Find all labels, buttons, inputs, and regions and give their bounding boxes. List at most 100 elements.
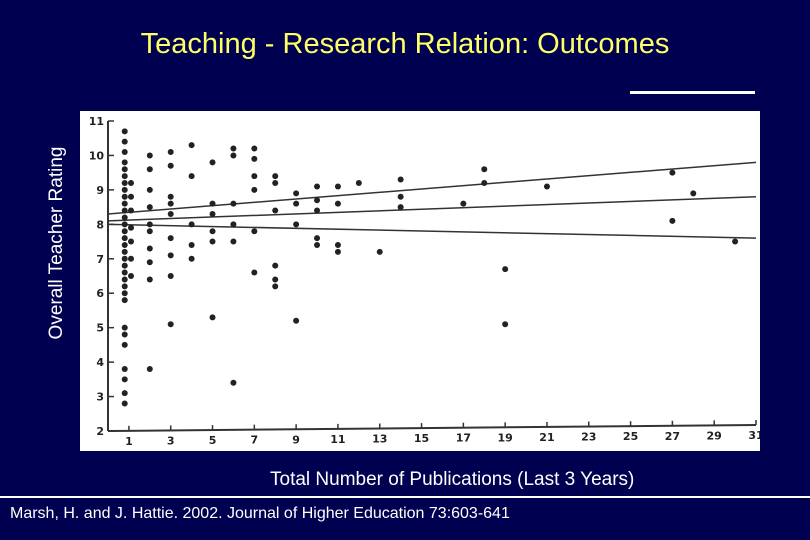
- data-point: [146, 245, 153, 252]
- data-point: [121, 138, 128, 145]
- data-point: [230, 221, 237, 228]
- data-point: [167, 252, 174, 259]
- data-point: [121, 207, 128, 214]
- data-point: [272, 283, 279, 290]
- data-point: [121, 276, 128, 283]
- data-point: [121, 186, 128, 193]
- data-point: [209, 228, 216, 235]
- data-point: [230, 145, 237, 152]
- data-point: [188, 173, 195, 180]
- x-tick-label: 29: [707, 429, 722, 442]
- data-point: [690, 190, 697, 197]
- y-tick-label: 9: [96, 184, 104, 197]
- y-tick-label: 10: [89, 149, 105, 162]
- data-point: [669, 217, 676, 224]
- data-point: [146, 186, 153, 193]
- data-point: [251, 145, 258, 152]
- x-tick-label: 17: [456, 432, 471, 445]
- data-point: [121, 331, 128, 338]
- data-point: [121, 235, 128, 242]
- data-point: [167, 273, 174, 279]
- divider: [0, 496, 810, 498]
- data-point: [167, 193, 174, 200]
- data-point: [127, 238, 134, 245]
- x-tick-label: 21: [539, 431, 554, 444]
- data-point: [293, 190, 300, 197]
- data-point: [376, 248, 383, 255]
- data-point: [188, 221, 195, 228]
- data-point: [121, 269, 128, 276]
- data-point: [121, 221, 128, 228]
- data-point: [209, 238, 216, 245]
- data-point: [167, 211, 174, 217]
- y-tick-label: 7: [96, 253, 104, 266]
- data-point: [127, 224, 134, 231]
- x-tick-label: 11: [330, 433, 345, 446]
- citation: Marsh, H. and J. Hattie. 2002. Journal o…: [10, 505, 510, 522]
- data-point: [251, 228, 258, 235]
- data-point: [251, 186, 258, 193]
- data-point: [314, 197, 321, 204]
- data-point: [272, 276, 279, 283]
- data-point: [121, 228, 128, 235]
- data-point: [146, 166, 153, 173]
- data-point: [397, 176, 404, 183]
- data-point: [121, 173, 128, 180]
- data-point: [209, 211, 216, 217]
- y-tick-label: 8: [96, 218, 104, 231]
- data-point: [127, 273, 134, 279]
- data-point: [121, 193, 128, 200]
- x-tick-label: 13: [372, 432, 387, 445]
- data-point: [146, 228, 153, 235]
- x-tick-label: 3: [167, 434, 175, 447]
- data-point: [669, 169, 676, 176]
- y-tick-label: 11: [89, 115, 104, 128]
- data-point: [230, 152, 237, 159]
- data-point: [167, 200, 174, 207]
- data-point: [121, 149, 128, 155]
- data-point: [732, 238, 739, 245]
- data-point: [121, 400, 128, 407]
- data-point: [167, 321, 174, 328]
- data-point: [121, 297, 128, 304]
- y-axis-label: Overall Teacher Rating: [46, 146, 67, 340]
- data-point: [121, 166, 128, 173]
- data-point: [230, 379, 237, 386]
- data-point: [314, 183, 321, 190]
- data-point: [230, 200, 237, 207]
- data-point: [314, 242, 321, 248]
- regression-line: [107, 223, 757, 239]
- data-point: [293, 317, 300, 324]
- x-tick-label: 27: [665, 430, 680, 443]
- y-tick-label: 6: [96, 287, 104, 300]
- data-point: [121, 180, 128, 186]
- data-point: [481, 166, 488, 173]
- data-point: [293, 221, 300, 228]
- y-tick-label: 2: [96, 425, 104, 438]
- data-point: [355, 180, 362, 186]
- data-point: [543, 183, 550, 190]
- regression-line: [107, 161, 757, 215]
- data-point: [121, 324, 128, 331]
- data-point: [188, 242, 195, 248]
- data-point: [121, 248, 128, 255]
- data-point: [334, 242, 341, 248]
- x-tick-label: 1: [125, 435, 133, 448]
- regression-line: [107, 196, 757, 222]
- data-point: [146, 152, 153, 159]
- data-point: [146, 276, 153, 283]
- data-point: [121, 390, 128, 397]
- x-tick-label: 19: [498, 431, 513, 444]
- data-point: [127, 255, 134, 262]
- decorative-line: [630, 91, 755, 94]
- data-point: [121, 159, 128, 166]
- data-point: [121, 255, 128, 262]
- x-tick-label: 23: [581, 431, 596, 444]
- data-point: [188, 142, 195, 149]
- data-point: [127, 180, 134, 186]
- data-point: [121, 290, 128, 297]
- data-point: [230, 238, 237, 245]
- y-tick-label: 5: [96, 322, 104, 335]
- data-point: [121, 366, 128, 372]
